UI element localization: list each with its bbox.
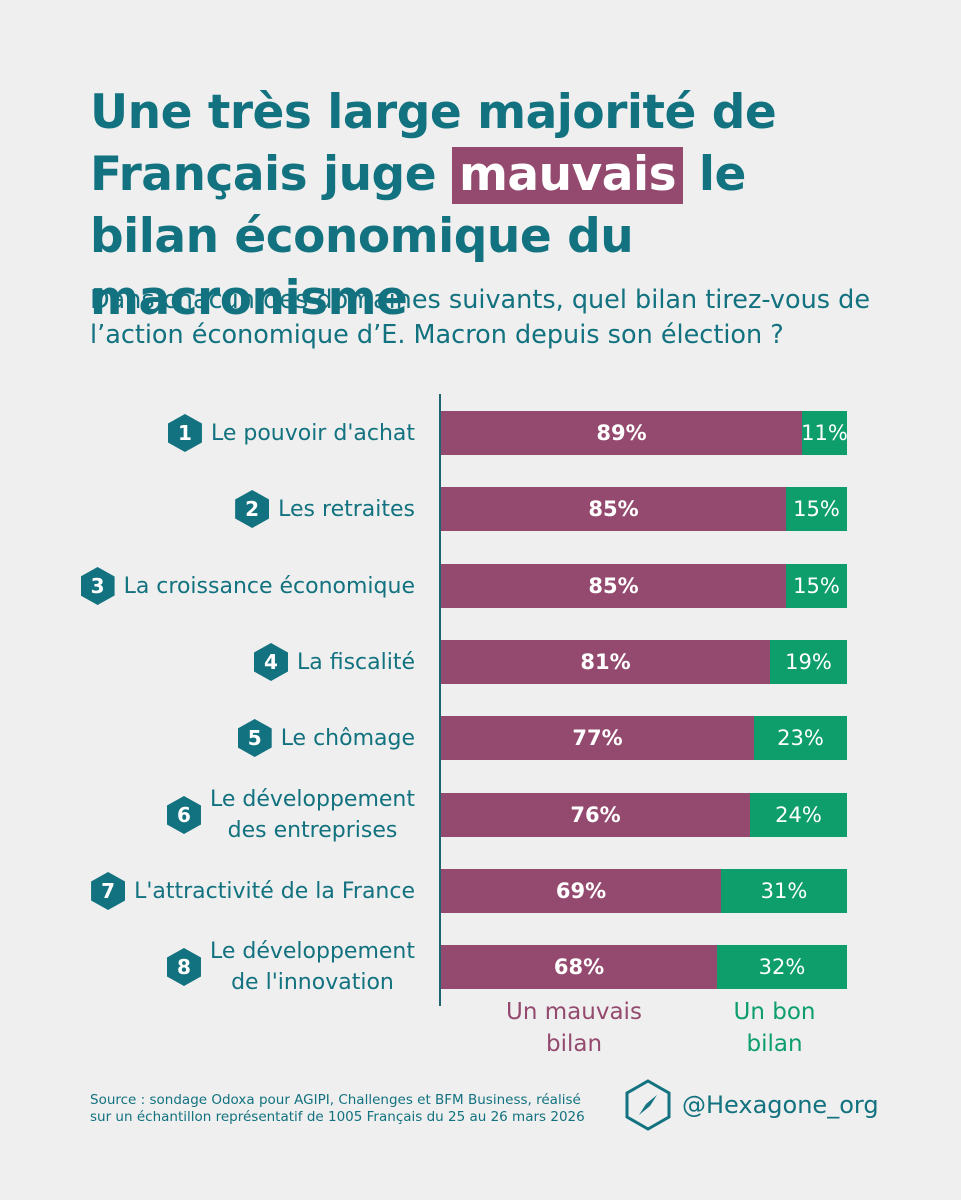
category-label-line: des entreprises	[227, 818, 398, 843]
category-label-text: Le développement de l'innovation	[210, 936, 415, 998]
category-label-line: La fiscalité	[296, 649, 415, 675]
bar-bad: 68%	[441, 945, 717, 989]
category-label-line: Le développement	[209, 939, 415, 964]
category-label-line: La croissance économique	[123, 573, 415, 599]
compass-hexagon-icon	[625, 1079, 671, 1131]
category-label: 5 Le chômage	[237, 716, 415, 760]
category-label: 2 Les retraites	[235, 487, 415, 531]
chart-row: 5 Le chômage 77% 23%	[0, 716, 961, 760]
rank-hexagon-icon: 6	[166, 796, 201, 834]
legend-good-line: bilan	[746, 1031, 803, 1057]
source-note: Source : sondage Odoxa pour AGIPI, Chall…	[90, 1092, 650, 1126]
category-label: 4 La fiscalité	[253, 640, 415, 684]
bar-track: 85% 15%	[441, 487, 847, 531]
legend-bad-line: bilan	[545, 1031, 603, 1057]
rank-hexagon-icon: 3	[80, 567, 115, 605]
category-label-text: La croissance économique	[124, 571, 415, 602]
chart-row: 3 La croissance économique 85% 15%	[0, 564, 961, 608]
bar-bad: 81%	[441, 640, 770, 684]
brand-handle: @Hexagone_org	[682, 1091, 879, 1119]
bar-good: 23%	[754, 716, 847, 760]
page-title: Une très large majorité de Français juge…	[90, 82, 890, 330]
category-label-text: Le chômage	[281, 723, 415, 754]
category-label: 7 L'attractivité de la France	[91, 869, 415, 913]
bar-bad: 76%	[441, 793, 750, 837]
category-label-line: L'attractivité de la France	[134, 878, 415, 904]
chart-row: 2 Les retraites 85% 15%	[0, 487, 961, 531]
legend-bad: Un mauvais bilan	[489, 996, 659, 1060]
category-label-line: Le développement	[209, 787, 415, 812]
category-label: 3 La croissance économique	[80, 564, 415, 608]
category-label-line: Les retraites	[278, 496, 415, 522]
category-label-line: de l'innovation	[231, 970, 394, 995]
legend-bad-line: Un mauvais	[506, 999, 642, 1025]
bar-track: 89% 11%	[441, 411, 848, 455]
rank-hexagon-icon: 5	[237, 719, 272, 757]
category-label-text: Les retraites	[278, 494, 415, 525]
title-start: Une très large majorité de Français juge	[90, 85, 777, 202]
source-line: sur un échantillon représentatif de 1005…	[90, 1109, 585, 1125]
bar-bad: 85%	[441, 487, 786, 531]
bar-good: 15%	[786, 564, 847, 608]
title-end: le bilan économique du macronisme	[90, 147, 746, 326]
bar-bad: 77%	[441, 716, 754, 760]
bar-bad: 89%	[441, 411, 802, 455]
category-label-line: Le chômage	[280, 725, 415, 751]
bar-track: 77% 23%	[441, 716, 847, 760]
bar-track: 81% 19%	[441, 640, 847, 684]
category-label-line: Le pouvoir d'achat	[210, 420, 415, 446]
category-label: 8 Le développement de l'innovation	[166, 939, 415, 995]
rank-hexagon-icon: 8	[166, 948, 201, 986]
category-label-text: La fiscalité	[297, 647, 415, 678]
source-line: Source : sondage Odoxa pour AGIPI, Chall…	[90, 1092, 581, 1108]
category-label: 1 Le pouvoir d'achat	[167, 411, 415, 455]
bar-track: 68% 32%	[441, 945, 847, 989]
bar-good: 31%	[721, 869, 847, 913]
title-highlight: mauvais	[451, 147, 684, 204]
legend-good-line: Un bon	[733, 999, 816, 1025]
chart-row: 4 La fiscalité 81% 19%	[0, 640, 961, 684]
bar-good: 19%	[770, 640, 847, 684]
category-label-text: L'attractivité de la France	[134, 876, 415, 907]
bar-good: 32%	[717, 945, 847, 989]
category-label: 6 Le développement des entreprises	[166, 787, 415, 843]
rank-hexagon-icon: 2	[235, 490, 270, 528]
bar-track: 69% 31%	[441, 869, 847, 913]
chart-row: 8 Le développement de l'innovation 68% 32%	[0, 939, 961, 995]
legend-good: Un bon bilan	[702, 996, 847, 1060]
bar-good: 24%	[750, 793, 847, 837]
bar-good: 15%	[786, 487, 847, 531]
chart-row: 1 Le pouvoir d'achat 89% 11%	[0, 411, 961, 455]
chart-question: Dans chacun des domaines suivants, quel …	[90, 285, 871, 350]
category-label-text: Le pouvoir d'achat	[211, 418, 415, 449]
chart-row: 6 Le développement des entreprises 76% 24%	[0, 787, 961, 843]
bar-track: 76% 24%	[441, 793, 847, 837]
bar-bad: 85%	[441, 564, 786, 608]
chart-row: 7 L'attractivité de la France 69% 31%	[0, 869, 961, 913]
rank-hexagon-icon: 1	[167, 414, 202, 452]
bar-good: 11%	[801, 411, 848, 455]
bar-track: 85% 15%	[441, 564, 847, 608]
rank-hexagon-icon: 7	[91, 872, 126, 910]
bar-bad: 69%	[441, 869, 721, 913]
chart-axis-line	[439, 394, 441, 1006]
rank-hexagon-icon: 4	[253, 643, 288, 681]
category-label-text: Le développement des entreprises	[210, 784, 415, 846]
